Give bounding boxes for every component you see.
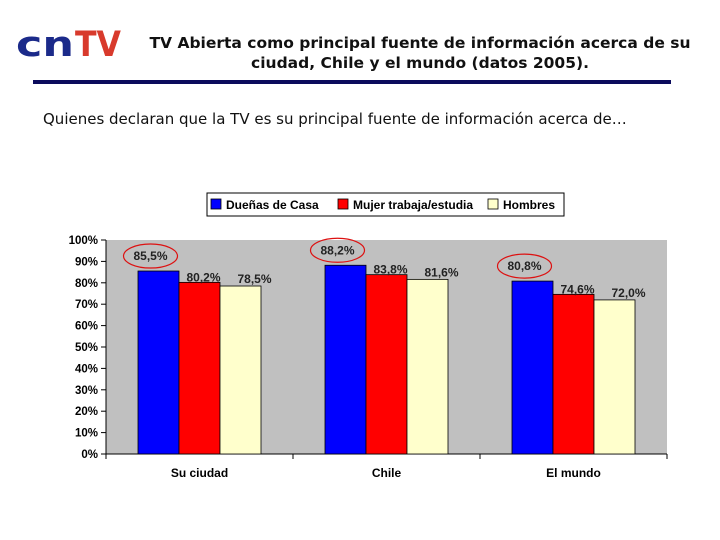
bar-2 xyxy=(178,281,221,455)
data-label: 72,0% xyxy=(611,286,645,300)
data-label: 74,6% xyxy=(560,282,594,296)
y-tick-label: 20% xyxy=(75,406,98,418)
y-tick-label: 40% xyxy=(75,363,98,375)
logo-cn: cn xyxy=(16,26,74,62)
data-labels: 85,5% 80,2% 78,5% 88,2% 83,8% 81,6% 80,8% 74,6%… xyxy=(133,243,645,300)
y-tick-label: 100% xyxy=(69,235,98,247)
y-tick-label: 10% xyxy=(75,428,98,440)
logo-tv: TV xyxy=(75,26,121,62)
data-label: 78,5% xyxy=(237,272,271,286)
y-tick-label: 50% xyxy=(75,342,98,354)
legend-swatch-1 xyxy=(210,198,222,210)
y-tick-label: 90% xyxy=(75,256,98,268)
cntv-logo: cn TV xyxy=(16,25,122,65)
legend-box xyxy=(206,192,565,217)
x-category-label: Chile xyxy=(372,466,402,480)
page-title-line-2: ciudad, Chile y el mundo (datos 2005). xyxy=(251,54,589,72)
highlight-circles xyxy=(122,237,553,279)
bar-3 xyxy=(406,278,449,455)
page-title: TV Abierta como principal fuente de info… xyxy=(132,33,708,73)
highlight-ellipse xyxy=(496,253,553,279)
chart-legend: Dueñas de Casa Mujer trabaja/estudia Hombr… xyxy=(206,192,565,217)
legend-label-3: Hombres xyxy=(503,198,555,212)
bar-chart: Dueñas de Casa Mujer trabaja/estudia Hombr… xyxy=(0,180,720,500)
chart-subtitle: Quienes declaran que la TV es su princip… xyxy=(43,110,627,128)
y-tick-label: 70% xyxy=(75,299,98,311)
data-label: 85,5% xyxy=(133,249,167,263)
data-label: 81,6% xyxy=(424,265,458,279)
legend-label-1: Dueñas de Casa xyxy=(226,198,319,212)
y-tick-label: 0% xyxy=(81,449,98,461)
bar-3 xyxy=(219,285,262,455)
data-label: 80,2% xyxy=(186,270,220,284)
legend-swatch-3 xyxy=(487,198,499,210)
bar-1 xyxy=(324,264,367,455)
highlight-ellipse xyxy=(122,243,179,269)
bar-1 xyxy=(137,270,180,455)
bar-2 xyxy=(365,274,408,455)
highlight-ellipse xyxy=(309,237,366,263)
y-tick-label: 60% xyxy=(75,321,98,333)
x-category-label: El mundo xyxy=(546,466,601,480)
data-label: 88,2% xyxy=(320,243,354,257)
y-tick-label: 80% xyxy=(75,278,98,290)
legend-swatch-2 xyxy=(337,198,349,210)
bar-3 xyxy=(593,299,636,455)
data-label: 80,8% xyxy=(507,259,541,273)
bar-2 xyxy=(552,293,595,455)
page-title-line-1: TV Abierta como principal fuente de info… xyxy=(149,34,691,52)
data-label: 83,8% xyxy=(373,263,407,277)
chart-svg: Dueñas de Casa Mujer trabaja/estudia Hombr… xyxy=(69,192,668,480)
y-tick-label: 30% xyxy=(75,385,98,397)
x-category-label: Su ciudad xyxy=(171,466,228,480)
legend-label-2: Mujer trabaja/estudia xyxy=(353,198,473,212)
x-axis: Su ciudad Chile El mundo xyxy=(105,453,668,480)
y-axis: 0% 10% 20% 30% 40% 50% 60% 70% 80% 90% 100% xyxy=(69,235,107,461)
title-divider xyxy=(33,80,671,84)
bars xyxy=(137,264,636,455)
bar-1 xyxy=(511,280,554,455)
